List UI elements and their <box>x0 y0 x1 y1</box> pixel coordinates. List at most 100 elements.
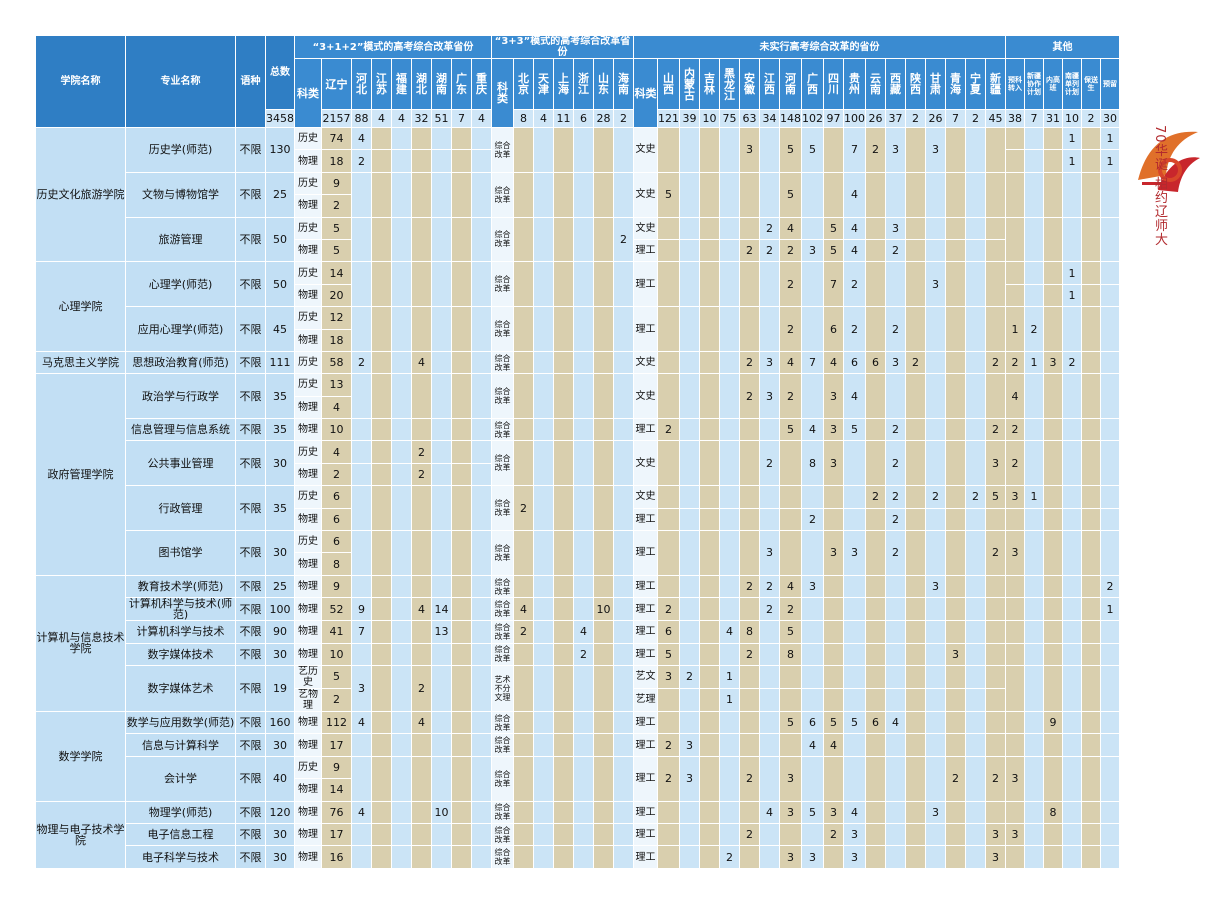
province-total: 8 <box>513 109 534 128</box>
cell <box>801 687 824 712</box>
cell <box>451 462 472 487</box>
province-header: 黑龙江 <box>719 58 740 110</box>
table-row: 信息管理与信息系统 不限 35 物理 10 综合改革 理工 2 5 4 3 5 2 2 2 <box>36 418 1120 442</box>
cell <box>779 507 802 532</box>
subject: 综合改革 <box>491 485 514 532</box>
cell <box>371 822 392 847</box>
cell <box>411 485 432 532</box>
subject: 历史 <box>294 373 322 397</box>
province-header: 宁夏 <box>965 58 986 110</box>
table-row: 电子科学与技术 不限 30 物理 16 综合改革 理工 2 3 3 3 3 <box>36 845 1120 869</box>
cell: 3 <box>945 642 966 666</box>
cell <box>657 710 680 735</box>
college-name: 数学学院 <box>35 710 126 802</box>
cell <box>593 350 614 375</box>
cell <box>613 822 634 847</box>
cell <box>1024 261 1044 285</box>
cell: 16 <box>321 845 352 869</box>
major-total: 30 <box>265 440 295 487</box>
cell: 7 <box>801 350 824 375</box>
subject: 文史 <box>633 216 658 240</box>
cell <box>471 710 492 735</box>
province-header: 湖南 <box>431 58 452 110</box>
cell: 3 <box>925 800 946 824</box>
cell <box>657 261 680 308</box>
cell <box>533 845 554 869</box>
cell <box>739 710 760 735</box>
cell <box>1081 418 1101 442</box>
cell <box>411 530 432 576</box>
province-header: 上海 <box>553 58 574 110</box>
cell <box>351 642 372 666</box>
province-header: 保送生 <box>1081 58 1101 110</box>
cell <box>1100 710 1120 735</box>
cell <box>719 171 740 218</box>
cell: 2 <box>865 127 886 173</box>
subject: 物理 <box>294 418 322 442</box>
cell: 2 <box>657 597 680 622</box>
cell <box>1081 485 1101 509</box>
cell: 2 <box>801 507 824 532</box>
cell <box>925 530 946 576</box>
subject: 文史 <box>633 171 658 218</box>
cell <box>351 216 372 263</box>
cell <box>739 171 760 218</box>
cell: 3 <box>1005 822 1025 847</box>
cell: 6 <box>801 710 824 735</box>
major-name: 物理学(师范) <box>125 800 236 824</box>
cell <box>1024 574 1044 599</box>
cell <box>391 530 412 576</box>
subject: 综合改革 <box>491 642 514 666</box>
cell <box>391 306 412 352</box>
cell: 3 <box>679 733 700 757</box>
cell <box>613 755 634 802</box>
cell <box>801 485 824 509</box>
cell <box>945 127 966 173</box>
subject: 物理 <box>294 710 322 735</box>
table-row: 物理 2 <box>36 194 1120 218</box>
cell: 4 <box>843 238 866 263</box>
cell <box>573 530 594 576</box>
cell <box>657 574 680 599</box>
cell <box>739 530 760 576</box>
cell <box>865 171 886 218</box>
cell <box>679 710 700 735</box>
cell: 1 <box>1100 597 1120 622</box>
language: 不限 <box>235 845 266 869</box>
cell <box>1081 306 1101 352</box>
cell: 13 <box>321 373 352 397</box>
cell <box>391 664 412 712</box>
cell <box>431 642 452 666</box>
cell: 3 <box>823 440 844 487</box>
cell <box>759 418 780 442</box>
cell: 3 <box>1005 530 1025 576</box>
cell <box>553 664 574 712</box>
cell: 4 <box>779 216 802 240</box>
cell <box>965 664 986 689</box>
subject: 物理 <box>294 149 322 173</box>
cell <box>593 485 614 532</box>
cell <box>719 261 740 308</box>
major-name: 行政管理 <box>125 485 236 532</box>
cell <box>533 306 554 352</box>
cell: 5 <box>657 642 680 666</box>
cell: 18 <box>321 149 352 173</box>
cell <box>1043 664 1063 712</box>
cell <box>965 822 986 847</box>
cell: 2 <box>1062 350 1082 375</box>
cell <box>843 642 866 666</box>
cell: 6 <box>321 530 352 554</box>
cell <box>759 822 780 847</box>
cell <box>679 373 700 420</box>
cell <box>699 440 720 487</box>
cell <box>905 418 926 442</box>
cell <box>699 642 720 666</box>
cell <box>513 418 534 442</box>
cell <box>965 127 986 173</box>
cell <box>471 462 492 487</box>
cell: 2 <box>411 462 432 487</box>
cell <box>1005 126 1025 151</box>
cell: 9 <box>1043 710 1063 735</box>
cell: 5 <box>823 216 844 240</box>
cell <box>657 216 680 240</box>
